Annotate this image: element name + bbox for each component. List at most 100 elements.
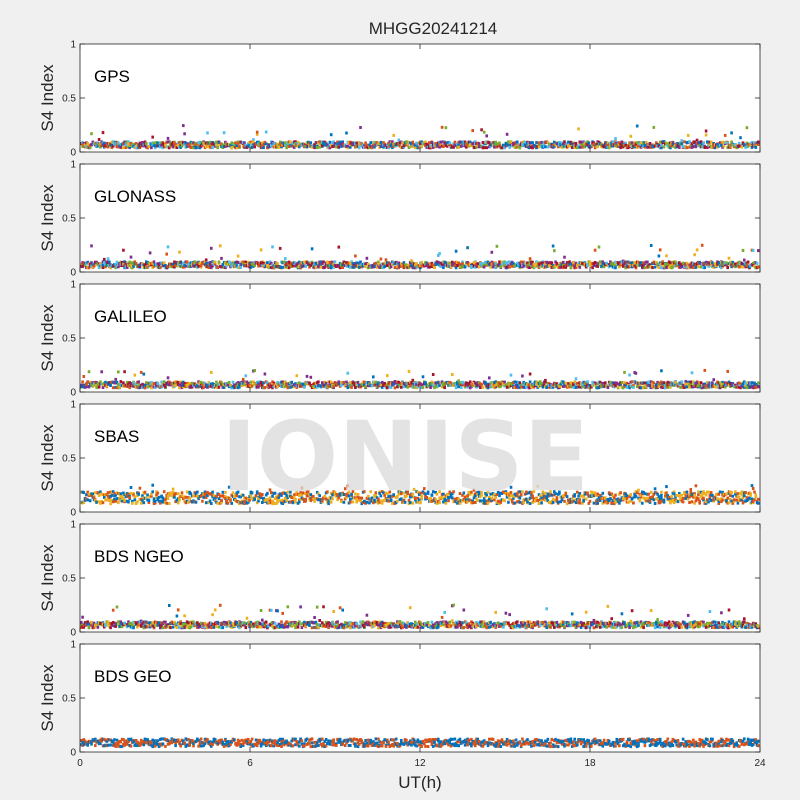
data-point (479, 262, 482, 266)
data-point (643, 381, 647, 385)
data-point (106, 145, 110, 149)
data-point (285, 494, 288, 498)
data-point (546, 382, 550, 386)
data-point (299, 490, 302, 494)
data-point (727, 256, 731, 260)
data-point (699, 381, 703, 385)
data-point (285, 146, 288, 150)
data-point (516, 492, 519, 496)
data-point (633, 261, 636, 265)
data-point (124, 383, 128, 387)
data-point (685, 385, 689, 389)
data-point (387, 382, 390, 386)
data-point (689, 380, 693, 384)
data-point (503, 260, 506, 264)
data-point (694, 145, 698, 149)
data-point (141, 494, 144, 498)
data-point (396, 495, 399, 499)
data-point (581, 384, 584, 388)
data-point (207, 266, 211, 269)
data-point (351, 262, 355, 266)
data-point (540, 501, 543, 505)
data-point (604, 381, 607, 385)
y-tick-label: 1 (70, 280, 76, 291)
data-point (153, 501, 157, 505)
data-point (159, 266, 162, 270)
data-point (336, 140, 339, 144)
data-point (99, 262, 102, 266)
data-point (471, 501, 474, 505)
data-point (703, 146, 707, 149)
data-point (567, 382, 570, 386)
data-point (349, 145, 352, 149)
data-point (553, 145, 556, 149)
data-point (95, 386, 98, 390)
data-point (477, 265, 481, 269)
data-point (386, 386, 389, 390)
data-point (178, 250, 181, 254)
data-point (415, 500, 418, 504)
data-point (231, 380, 235, 384)
data-point (342, 493, 346, 496)
data-point (375, 383, 379, 387)
data-point (661, 262, 664, 266)
data-point (527, 263, 531, 267)
data-point (658, 382, 662, 386)
data-point (518, 265, 522, 269)
data-point (402, 491, 406, 495)
data-point (459, 265, 463, 269)
data-point (173, 495, 176, 499)
data-point (518, 381, 522, 385)
data-point (151, 483, 154, 487)
data-point (634, 381, 638, 385)
data-point (451, 496, 454, 500)
data-point (573, 380, 576, 384)
data-point (660, 146, 663, 150)
data-point (518, 146, 522, 150)
data-point (156, 491, 160, 495)
data-point (294, 497, 297, 501)
data-point (568, 143, 571, 147)
data-point (581, 382, 584, 385)
data-point (474, 381, 477, 385)
data-point (461, 260, 464, 264)
data-point (393, 266, 397, 270)
data-point (564, 381, 568, 385)
data-point (206, 261, 209, 265)
data-point (658, 140, 662, 144)
data-point (92, 496, 96, 500)
data-point (503, 380, 506, 384)
data-point (122, 248, 125, 252)
data-point (736, 385, 740, 389)
data-point (439, 140, 443, 144)
data-point (434, 381, 437, 385)
data-point (176, 501, 180, 505)
data-point (528, 502, 532, 505)
data-point (374, 494, 378, 498)
data-point (485, 262, 488, 266)
data-point (185, 490, 189, 494)
data-point (313, 381, 316, 385)
data-point (257, 499, 260, 503)
data-point (235, 494, 239, 498)
data-point (375, 500, 379, 504)
data-point (227, 485, 231, 489)
data-point (595, 386, 598, 389)
data-point (509, 140, 513, 144)
data-point (477, 142, 481, 146)
data-point (397, 380, 401, 384)
data-point (315, 146, 319, 150)
data-point (221, 382, 225, 386)
data-point (156, 382, 160, 386)
data-point (521, 490, 524, 494)
data-point (104, 380, 107, 384)
data-point (287, 382, 291, 386)
data-point (298, 494, 301, 497)
data-point (421, 375, 425, 379)
data-point (444, 126, 448, 130)
data-point (262, 263, 265, 267)
data-point (94, 491, 97, 495)
data-point (215, 494, 218, 498)
data-point (109, 502, 112, 506)
